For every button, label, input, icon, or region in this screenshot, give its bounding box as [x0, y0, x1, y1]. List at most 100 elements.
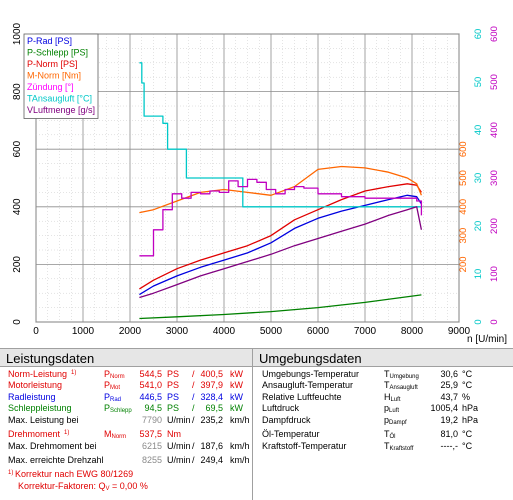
row-value-2: 328,4: [200, 392, 223, 402]
env-unit: hPa: [462, 415, 479, 425]
row-label: Max. Leistung bei: [8, 415, 79, 425]
x-tick-label: 3000: [166, 326, 189, 337]
legend-entry: TAnsaugluft [°C]: [27, 94, 92, 104]
y-tick-label: 0: [12, 319, 23, 325]
nm-tick-label: 600: [458, 141, 469, 157]
row-value-1: 94,5: [144, 403, 162, 413]
row-slash: /: [192, 415, 195, 425]
env-value: 25,9: [440, 380, 458, 390]
x-tick-label: 7000: [354, 326, 377, 337]
deg-tick-label: 0: [473, 319, 484, 324]
gs-tick-label: 600: [489, 26, 500, 42]
env-label: Dampfdruck: [262, 415, 311, 425]
row-slash: /: [192, 403, 195, 413]
row-symbol: MNorm: [104, 429, 127, 440]
series-line-5: [139, 178, 423, 257]
row-unit-1: PS: [167, 380, 180, 390]
nm-tick-label: 200: [458, 256, 469, 272]
row-slash: /: [192, 441, 195, 451]
env-symbol-sub: Umgebung: [389, 374, 419, 380]
row-unit-1: U/min: [167, 415, 191, 425]
footnote-mark: 1): [8, 470, 16, 476]
env-symbol-sub: Ansaugluft: [389, 385, 418, 391]
row-label: Drehmoment 1): [8, 429, 70, 439]
env-symbol: pLuft: [384, 403, 400, 414]
row-value-2: 249,4: [200, 455, 223, 465]
y-tick-label: 800: [12, 83, 23, 100]
deg-tick-label: 20: [473, 221, 484, 232]
row-slash: /: [192, 455, 195, 465]
x-tick-label: 2000: [119, 326, 142, 337]
row-symbol: PRad: [104, 392, 122, 403]
legend-entry: Zündung [°]: [27, 82, 74, 92]
row-symbol-sub: Norm: [111, 434, 127, 440]
gs-tick-label: 500: [489, 74, 500, 90]
row-value-1: 446,5: [139, 392, 162, 402]
row-unit-1: Nm: [167, 429, 181, 439]
series-line-2: [139, 183, 422, 290]
env-symbol: TÖl: [384, 429, 396, 440]
gs-tick-label: 200: [489, 218, 500, 234]
row-label: Radleistung: [8, 392, 56, 402]
legend-entry: P-Norm [PS]: [27, 59, 78, 69]
leistungsdaten-title: Leistungsdaten: [6, 351, 95, 366]
env-label: Umgebungs-Temperatur: [262, 369, 360, 379]
y-tick-label: 1000: [12, 22, 23, 45]
env-value: 30,6: [440, 369, 458, 379]
row-unit-1: PS: [167, 403, 180, 413]
row-symbol-sub: Mot: [110, 385, 121, 391]
env-label: Luftdruck: [262, 403, 300, 413]
row-value-1: 6215: [141, 441, 162, 451]
gs-tick-label: 0: [489, 319, 500, 324]
row-unit-2: kW: [230, 392, 243, 402]
umgebungsdaten-title: Umgebungsdaten: [259, 351, 362, 366]
row-value-2: 187,6: [200, 441, 223, 451]
row-value-2: 69,5: [205, 403, 223, 413]
legend-entry: VLuftmenge [g/s]: [27, 105, 95, 115]
nm-tick-label: 300: [458, 228, 469, 244]
env-value: 43,7: [440, 392, 458, 402]
dyno-chart: 0 200 400 600 800 1000 0 1000 2000 3000 4000 5000 60…: [12, 22, 507, 345]
env-symbol-sub: Dampf: [389, 420, 407, 426]
y-tick-label: 600: [12, 140, 23, 157]
row-symbol-sub: Rad: [110, 397, 122, 403]
env-unit: hPa: [462, 403, 479, 413]
footnote-faktoren: Korrektur-Faktoren: QV = 0,00 %: [18, 481, 148, 492]
row-slash: /: [192, 380, 195, 390]
row-symbol-sub: Norm: [110, 374, 125, 380]
x-tick-label: 8000: [401, 326, 424, 337]
series-line-4: [139, 62, 422, 208]
row-value-1: 7790: [141, 415, 162, 425]
env-symbol-sub: Öl: [389, 434, 396, 440]
series-line-1: [139, 294, 422, 320]
row-unit-2: km/h: [230, 455, 250, 465]
deg-tick-label: 40: [473, 125, 484, 136]
env-symbol: TAnsaugluft: [384, 380, 418, 391]
row-unit-2: kW: [230, 380, 243, 390]
nm-tick-label: 500: [458, 170, 469, 186]
row-value-2: 397,9: [200, 380, 223, 390]
row-unit-1: PS: [167, 392, 180, 402]
x-tick-label: 1000: [72, 326, 95, 337]
env-unit: °C: [462, 369, 473, 379]
env-symbol: HLuft: [384, 392, 401, 403]
env-symbol: TUmgebung: [384, 369, 419, 380]
nm-tick-label: 400: [458, 199, 469, 215]
row-symbol: PSchlepp: [104, 403, 132, 414]
umgebungsdaten-header: Umgebungsdaten: [253, 348, 513, 367]
y-tick-label: 200: [12, 256, 23, 273]
row-unit-2: kW: [230, 403, 243, 413]
row-unit-2: km/h: [230, 441, 250, 451]
env-symbol-sub: Luft: [390, 397, 401, 403]
row-value-1: 537,5: [139, 429, 162, 439]
deg-tick-label: 10: [473, 269, 484, 280]
footnote-faktoren-sub: V: [105, 486, 110, 492]
gs-tick-label: 400: [489, 122, 500, 138]
row-label: Max. Drehmoment bei: [8, 441, 97, 451]
footnote-text: Korrektur nach EWG 80/1269: [15, 469, 134, 479]
env-symbol-sub: Luft: [389, 408, 400, 414]
env-unit: °C: [462, 429, 473, 439]
row-unit-2: kW: [230, 369, 243, 379]
row-symbol-sub: Schlepp: [110, 408, 132, 414]
